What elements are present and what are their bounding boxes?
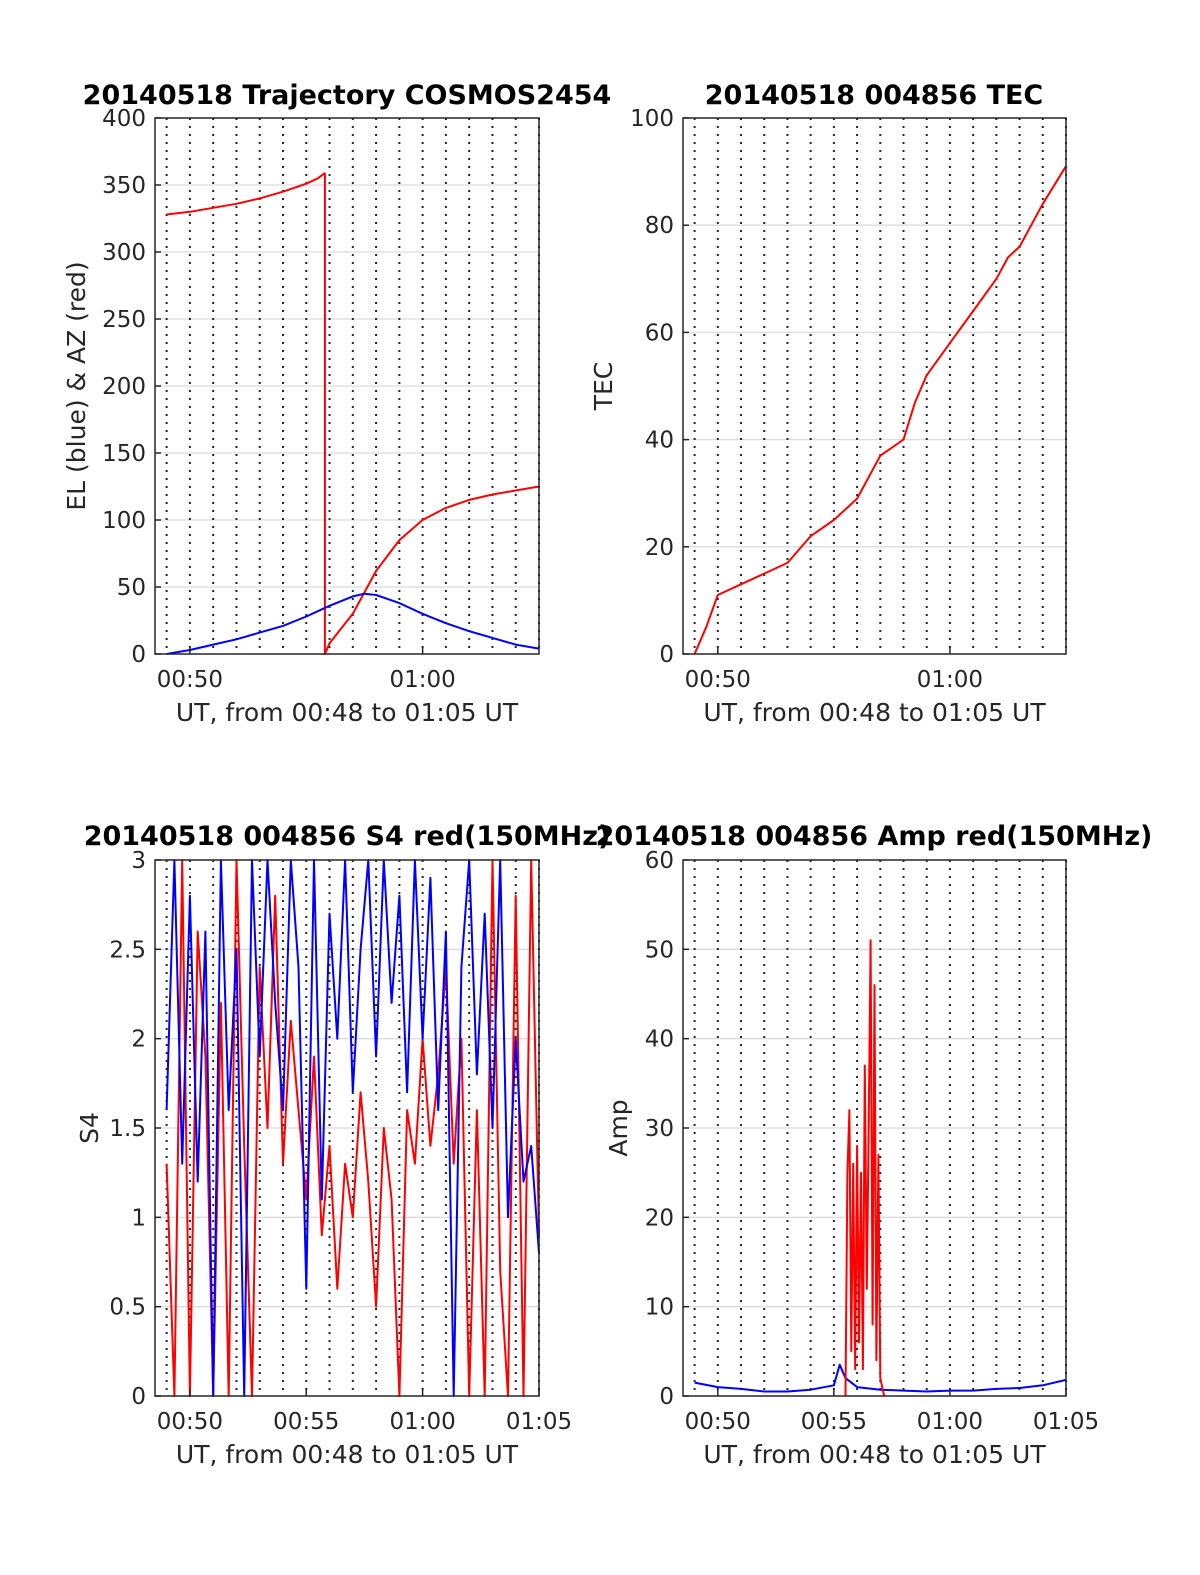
tec-line-tec — [693, 165, 1067, 655]
tec-ytick-label: 100 — [630, 106, 674, 132]
s4-line-s4-blue — [165, 859, 540, 1397]
tec-ylabel: TEC — [589, 362, 618, 412]
trajectory-ytick-label: 300 — [102, 240, 146, 266]
amp-xlabel: UT, from 00:48 to 01:05 UT — [703, 1440, 1046, 1469]
trajectory-line-az — [323, 172, 540, 655]
trajectory-grid — [155, 118, 540, 654]
tec-title: 20140518 004856 TEC — [705, 80, 1044, 111]
tec-ytick-label: 20 — [645, 535, 674, 561]
s4-panel: 20140518 004856 S4 red(150MHz) UT, from … — [75, 821, 610, 1469]
trajectory-line-el — [166, 592, 540, 655]
amp-ytick-label: 40 — [645, 1027, 674, 1053]
trajectory-ytick-label: 250 — [102, 307, 146, 333]
tec-xlabel: UT, from 00:48 to 01:05 UT — [703, 698, 1046, 727]
tec-grid — [683, 118, 1067, 654]
s4-ytick-label: 3 — [131, 848, 146, 874]
trajectory-ytick-label: 400 — [102, 106, 146, 132]
amp-ytick-label: 0 — [659, 1384, 674, 1410]
amp-ytick-label: 60 — [645, 848, 674, 874]
tec-xtick-label: 00:50 — [685, 667, 751, 693]
s4-ytick-label: 2.5 — [109, 937, 146, 963]
s4-ytick-label: 0.5 — [109, 1295, 146, 1321]
trajectory-xtick-label: 01:00 — [389, 667, 455, 693]
trajectory-ytick-label: 200 — [102, 374, 146, 400]
trajectory-xlabel: UT, from 00:48 to 01:05 UT — [176, 698, 519, 727]
trajectory-ytick-label: 350 — [102, 173, 146, 199]
tec-ytick-label: 80 — [645, 213, 674, 239]
s4-xlabel: UT, from 00:48 to 01:05 UT — [176, 1440, 519, 1469]
tec-panel: 20140518 004856 TEC UT, from 00:48 to 01… — [589, 80, 1067, 727]
s4-xtick-label: 00:55 — [273, 1409, 339, 1435]
trajectory-series — [166, 172, 540, 655]
tec-series — [693, 165, 1067, 655]
s4-ytick-label: 1.5 — [109, 1116, 146, 1142]
s4-ytick-label: 2 — [131, 1027, 146, 1053]
tec-xtick-label: 01:00 — [917, 667, 983, 693]
trajectory-xtick-label: 00:50 — [157, 667, 223, 693]
amp-xtick-label: 00:50 — [685, 1409, 751, 1435]
amp-title: 20140518 004856 Amp red(150MHz) — [596, 821, 1153, 852]
s4-xtick-label: 00:50 — [157, 1409, 223, 1435]
amp-line-amp-blue — [694, 1363, 1067, 1393]
amp-series — [694, 939, 1067, 1397]
amp-ylabel: Amp — [604, 1099, 633, 1156]
amp-ytick-label: 10 — [645, 1295, 674, 1321]
amp-xtick-label: 01:05 — [1033, 1409, 1099, 1435]
amp-panel: 20140518 004856 Amp red(150MHz) UT, from… — [596, 821, 1153, 1469]
tec-axes-box — [682, 117, 1067, 655]
trajectory-ytick-label: 50 — [117, 575, 146, 601]
amp-ytick-label: 30 — [645, 1116, 674, 1142]
tec-ytick-label: 60 — [645, 320, 674, 346]
amp-line-amp-red — [844, 939, 886, 1397]
s4-title: 20140518 004856 S4 red(150MHz) — [84, 821, 611, 852]
trajectory-panel: 20140518 Trajectory COSMOS2454 UT, from … — [62, 80, 611, 727]
tec-ytick-label: 40 — [645, 428, 674, 454]
trajectory-line-az — [166, 172, 326, 216]
s4-xtick-label: 01:05 — [506, 1409, 572, 1435]
amp-ytick-label: 20 — [645, 1205, 674, 1231]
trajectory-ytick-label: 0 — [131, 642, 146, 668]
amp-xtick-label: 00:55 — [801, 1409, 867, 1435]
s4-xtick-label: 01:00 — [389, 1409, 455, 1435]
s4-ylabel: S4 — [75, 1112, 104, 1144]
tec-ytick-label: 0 — [659, 642, 674, 668]
s4-ytick-label: 0 — [131, 1384, 146, 1410]
trajectory-title: 20140518 Trajectory COSMOS2454 — [83, 80, 612, 111]
amp-xtick-label: 01:00 — [917, 1409, 983, 1435]
amp-ytick-label: 50 — [645, 937, 674, 963]
trajectory-ytick-label: 100 — [102, 508, 146, 534]
s4-ytick-label: 1 — [131, 1205, 146, 1231]
trajectory-ylabel: EL (blue) & AZ (red) — [62, 261, 91, 510]
trajectory-ytick-label: 150 — [102, 441, 146, 467]
